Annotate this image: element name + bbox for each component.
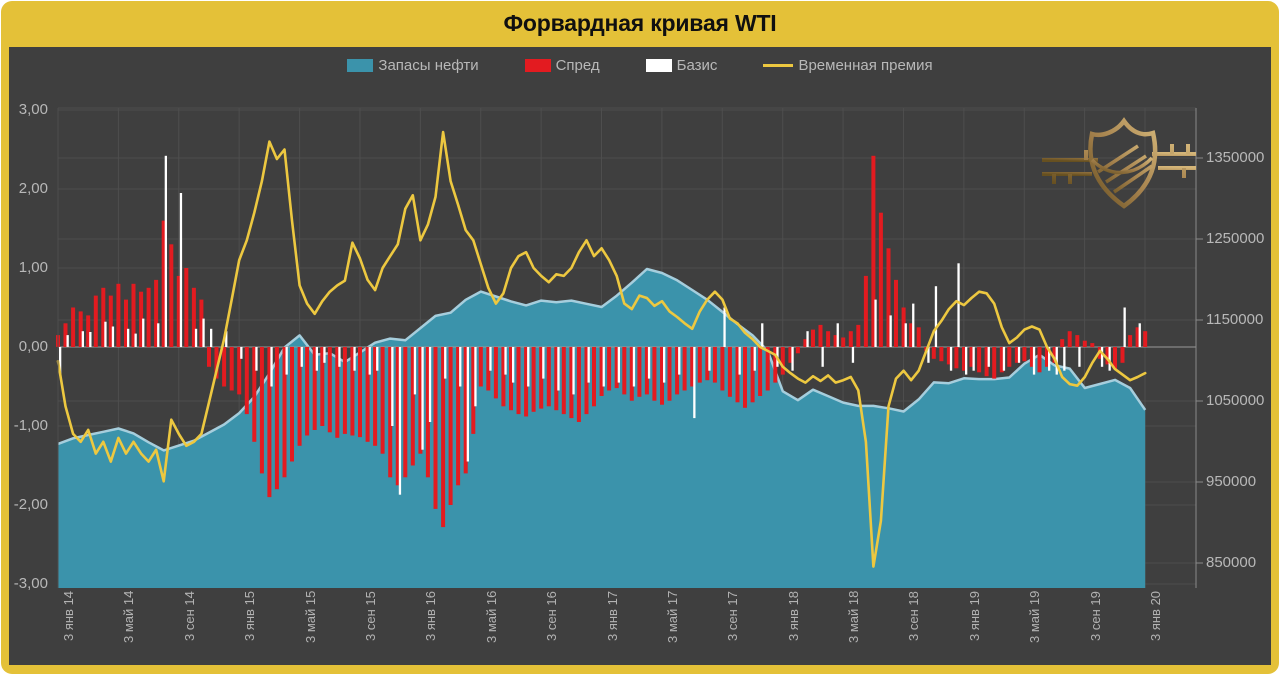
x-axis-label: 3 сен 17	[725, 591, 741, 641]
x-axis-label: 3 май 17	[664, 591, 680, 644]
x-axis-label: 3 янв 18	[785, 591, 801, 642]
x-axis-label: 3 сен 14	[181, 591, 197, 641]
right-axis-label: 1350000	[1206, 149, 1265, 166]
brand-logo-icon	[1042, 117, 1196, 209]
chart-legend: Запасы нефти Спред Базис Временная преми…	[9, 57, 1271, 74]
x-axis-label: 3 янв 14	[61, 591, 76, 642]
legend-label: Временная премия	[798, 57, 933, 74]
premium-swatch-icon	[763, 64, 794, 67]
right-axis-label: 950000	[1206, 473, 1257, 490]
left-axis-label: -3,00	[13, 575, 48, 592]
x-axis-label: 3 янв 15	[242, 591, 258, 642]
legend-item-basis: Базис	[645, 57, 718, 74]
left-axis-label: -1,00	[13, 417, 48, 434]
legend-item-inventories: Запасы нефти	[347, 57, 479, 74]
right-axis-label: 1250000	[1206, 230, 1265, 247]
x-axis-label: 3 май 16	[483, 591, 499, 644]
legend-item-spread: Спред	[524, 57, 600, 74]
basis-swatch-icon	[645, 59, 672, 72]
x-axis-label: 3 май 15	[302, 591, 318, 644]
right-axis-label: 1050000	[1206, 392, 1265, 409]
left-axis-label: -2,00	[13, 496, 48, 513]
spread-swatch-icon	[524, 59, 551, 72]
left-axis-label: 2,00	[18, 180, 48, 197]
legend-label: Базис	[676, 57, 718, 74]
legend-label: Спред	[555, 57, 600, 74]
inventories-swatch-icon	[347, 59, 374, 72]
x-axis-label: 3 сен 18	[906, 591, 922, 641]
right-axis-label: 850000	[1206, 554, 1257, 571]
x-axis-label: 3 май 14	[121, 591, 137, 644]
x-axis-label: 3 янв 20	[1148, 591, 1164, 642]
page-title: Форвардная кривая WTI	[503, 10, 777, 36]
right-axis-label: 1150000	[1206, 311, 1264, 328]
legend-label: Запасы нефти	[378, 57, 479, 74]
left-axis-label: 3,00	[18, 101, 48, 118]
x-axis-label: 3 май 18	[846, 591, 862, 644]
x-axis-label: 3 сен 16	[544, 591, 560, 641]
x-axis-label: 3 май 19	[1027, 591, 1043, 644]
left-axis-label: 1,00	[18, 259, 48, 276]
x-axis-label: 3 янв 17	[604, 591, 620, 642]
x-axis-label: 3 янв 16	[423, 591, 439, 642]
x-axis-label: 3 сен 15	[362, 591, 378, 641]
x-axis-label: 3 сен 19	[1087, 591, 1103, 641]
left-axis-label: 0,00	[18, 338, 48, 355]
x-axis-label: 3 янв 19	[966, 591, 982, 642]
legend-item-premium: Временная премия	[763, 57, 933, 74]
